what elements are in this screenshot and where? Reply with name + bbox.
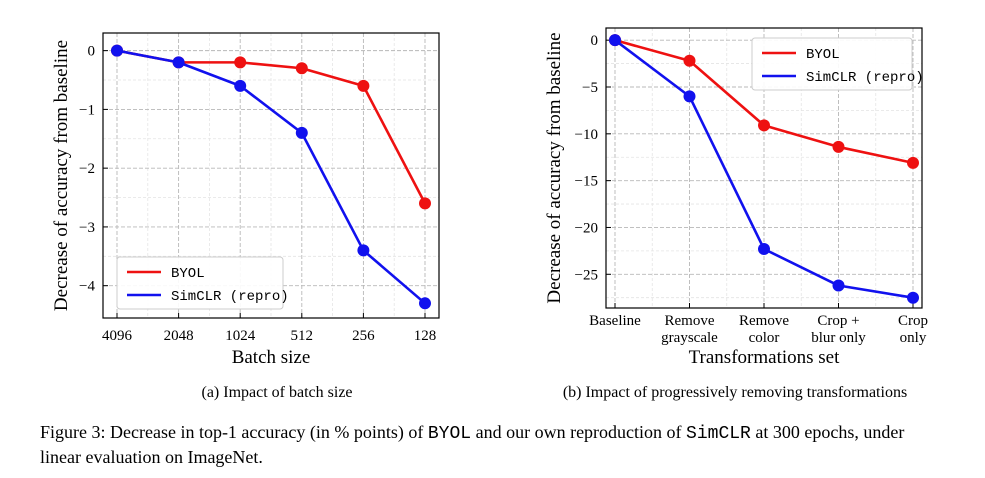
caption-byol: BYOL (427, 424, 472, 444)
y-tick-label: −1 (79, 102, 95, 118)
series-line (116, 49, 426, 305)
caption-text-2: and our own reproduction of (471, 422, 687, 442)
x-tick-label: 2048 (164, 328, 194, 344)
legend-label: SimCLR (repro) (171, 289, 289, 305)
x-axis-title: Batch size (232, 347, 311, 368)
data-point (295, 126, 308, 139)
chart-batch-size: 0 −1 −2 −3 −4 4096 2048 1024 512 256 128 Batch size… (51, 32, 440, 368)
x-tick-label: 1024 (225, 328, 256, 344)
y-tick-label: −4 (79, 279, 95, 295)
data-point (907, 156, 919, 169)
y-axis-title: Decrease of accuracy from baseline (51, 40, 72, 311)
data-point (357, 244, 370, 257)
x-tick-label: 4096 (102, 328, 133, 344)
caption-text-3: at 300 epochs, under linear evaluation o… (40, 422, 905, 467)
y-tick-label: −3 (79, 220, 95, 236)
data-point (907, 291, 919, 304)
data-point (832, 140, 845, 153)
data-point (419, 297, 431, 310)
x-tick-label: Baseline (589, 313, 641, 329)
subcaption-b: (b) Impact of progressively removing tra… (562, 384, 908, 401)
plot-frame (102, 32, 440, 319)
x-tick-label: 128 (414, 328, 437, 344)
figure-caption: Figure 3: Decrease in top-1 accuracy (in… (40, 421, 945, 469)
y-tick-label: −10 (575, 127, 598, 143)
data-point (295, 62, 308, 75)
data-point (111, 44, 123, 57)
data-point (683, 54, 696, 67)
data-point (758, 119, 770, 132)
data-point (172, 56, 185, 69)
y-tick-label: −5 (582, 80, 598, 96)
x-tick-label: 256 (352, 328, 375, 344)
x-tick-label: Remove grayscale (661, 313, 718, 346)
x-tick-label: Crop only (898, 313, 928, 346)
legend-label: BYOL (171, 266, 205, 282)
data-point (234, 79, 247, 92)
legend-label: SimCLR (repro) (806, 70, 924, 86)
data-point (832, 279, 845, 292)
x-axis-title: Transformations set (689, 347, 840, 368)
legend-label: BYOL (806, 47, 840, 63)
caption-simclr: SimCLR (686, 424, 751, 444)
y-tick-label: 0 (591, 33, 599, 49)
data-point (234, 56, 247, 69)
y-tick-label: −2 (79, 161, 95, 177)
subcaption-a: (a) Impact of batch size (201, 384, 353, 401)
y-tick-label: −20 (575, 220, 598, 236)
y-tick-label: −25 (575, 267, 598, 283)
data-point (683, 90, 696, 103)
x-tick-label: 512 (291, 328, 314, 344)
x-tick-label: Crop + blur only (811, 313, 866, 346)
data-point (758, 243, 770, 256)
x-tick-label: Remove color (739, 313, 789, 346)
data-point (357, 79, 370, 92)
data-point (609, 34, 621, 47)
caption-text-1: Figure 3: Decrease in top-1 accuracy (in… (40, 422, 428, 442)
y-tick-label: −15 (575, 174, 598, 190)
chart-transformations: 0 −5 −10 −15 −20 −25 Baseline Remove grayscale Re… (544, 27, 928, 368)
y-tick-label: 0 (88, 44, 96, 60)
y-axis-title: Decrease of accuracy from baseline (544, 32, 565, 303)
data-point (419, 197, 431, 210)
